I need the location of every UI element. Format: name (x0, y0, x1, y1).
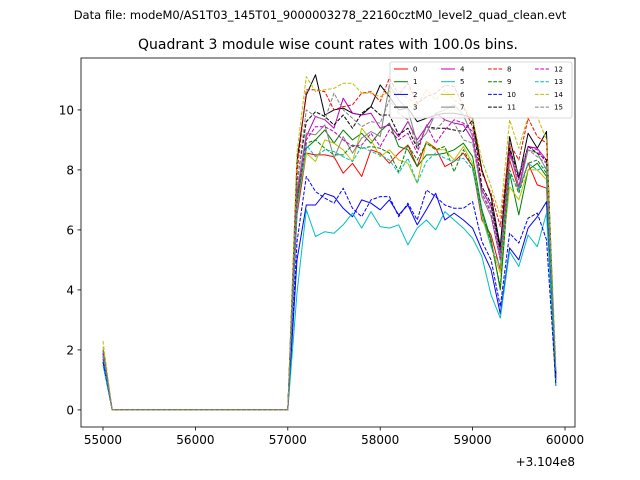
series-line-0 (102, 141, 557, 411)
x-tick-label: 55000 (84, 433, 122, 447)
legend-label-15: 15 (554, 104, 563, 112)
x-tick-label: 59000 (454, 433, 492, 447)
legend-label-0: 0 (413, 66, 417, 74)
series-line-14 (102, 76, 557, 411)
series-line-3 (102, 74, 557, 411)
x-tick-label: 57000 (269, 433, 307, 447)
legend-label-6: 6 (460, 91, 465, 99)
series-line-2 (102, 192, 557, 411)
y-tick-label: 0 (66, 403, 74, 417)
series-line-7 (102, 84, 557, 411)
y-tick-label: 8 (66, 163, 74, 177)
series-line-8 (102, 77, 557, 411)
x-tick-label: 60000 (546, 433, 584, 447)
y-tick-label: 4 (66, 283, 74, 297)
y-tick-label: 2 (66, 343, 74, 357)
legend-label-5: 5 (460, 78, 464, 86)
legend-label-1: 1 (413, 78, 417, 86)
series-line-11 (102, 106, 557, 411)
legend-label-13: 13 (554, 78, 563, 86)
legend-label-10: 10 (507, 91, 516, 99)
legend-label-3: 3 (413, 104, 417, 112)
y-tick-label: 10 (59, 103, 74, 117)
series-line-10 (102, 176, 557, 411)
series-line-9 (102, 139, 557, 411)
chart-title: Quadrant 3 module wise count rates with … (138, 37, 518, 53)
y-tick-label: 6 (66, 223, 74, 237)
series-line-5 (102, 209, 557, 411)
legend-label-2: 2 (413, 91, 417, 99)
series-lines (102, 74, 557, 411)
legend-label-12: 12 (554, 66, 563, 74)
x-tick-label: 56000 (176, 433, 214, 447)
legend-box (389, 61, 573, 119)
series-line-12 (102, 119, 557, 411)
series-line-6 (102, 127, 557, 411)
x-tick-label: 58000 (361, 433, 399, 447)
x-offset-text: +3.104e8 (516, 455, 575, 469)
series-line-1 (102, 122, 557, 411)
legend-label-4: 4 (460, 66, 465, 74)
legend-label-11: 11 (507, 104, 516, 112)
legend-label-14: 14 (554, 91, 563, 99)
figure-suptitle: Data file: modeM0/AS1T03_145T01_90000032… (73, 8, 567, 22)
legend-label-9: 9 (507, 78, 511, 86)
series-line-13 (102, 144, 557, 411)
plot-frame (80, 57, 576, 428)
legend-label-7: 7 (460, 104, 464, 112)
legend-label-8: 8 (507, 66, 511, 74)
